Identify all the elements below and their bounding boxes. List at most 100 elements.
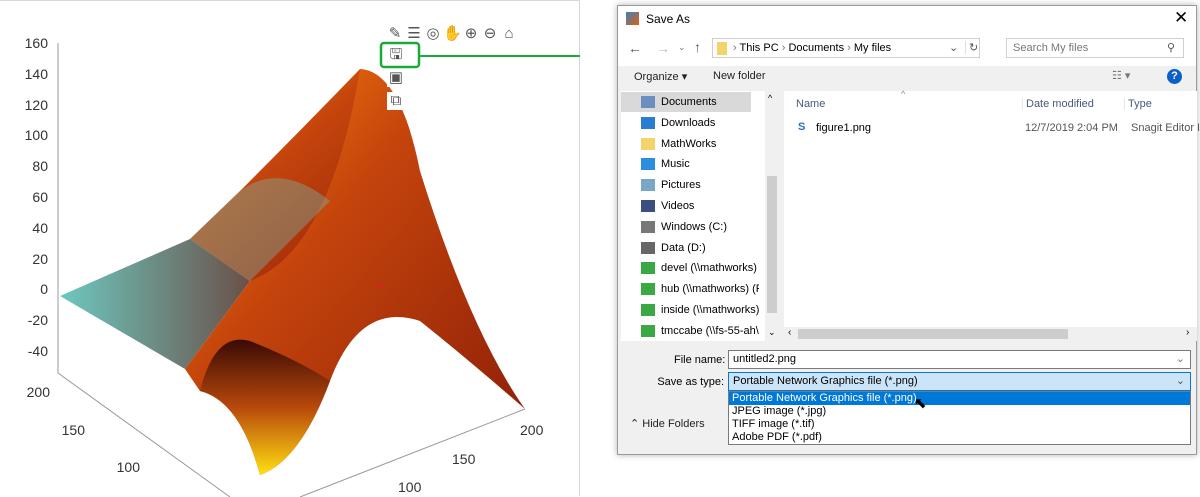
file-list: ^ Name Date modified Type S figure1.png …	[784, 89, 1200, 341]
horizontal-scrollbar[interactable]: ‹ ›	[784, 327, 1197, 341]
y-tick-label: 150	[61, 422, 85, 438]
surface-plot[interactable]	[0, 1, 580, 497]
videos-icon	[641, 200, 655, 213]
forward-icon[interactable]: →	[656, 40, 670, 56]
refresh-icon[interactable]: ↻	[965, 41, 978, 54]
scrollbar-thumb[interactable]	[767, 176, 777, 313]
legend-icon[interactable]: ☰	[407, 25, 421, 42]
file-type-option[interactable]: JPEG image (*.jpg)	[732, 405, 827, 417]
nav-item[interactable]: devel (\\mathworks) (	[621, 258, 759, 278]
nav-item[interactable]: Videos	[621, 196, 759, 216]
z-tick-label: 40	[32, 219, 48, 236]
home-icon[interactable]: ⌂	[504, 25, 514, 42]
help-icon[interactable]: ?	[1167, 69, 1182, 84]
breadcrumb-item[interactable]: My files	[853, 42, 892, 54]
column-type[interactable]: Type	[1124, 98, 1152, 110]
x-tick-label: 200	[520, 422, 544, 438]
documents-icon	[641, 96, 655, 109]
recent-dropdown-icon[interactable]: ⌄	[678, 42, 686, 52]
matlab-figure: 160 140 120 100 80 60 40 20 0 -20 -40 200 150 100 100 1…	[0, 0, 580, 497]
y-tick-label: 200	[26, 384, 50, 400]
file-type-option[interactable]: TIFF image (*.tif)	[732, 418, 815, 430]
file-row[interactable]: S figure1.png 12/7/2019 2:04 PM Snagit E…	[794, 119, 1200, 137]
file-name: figure1.png	[816, 122, 872, 134]
nav-item-label: Music	[661, 158, 690, 171]
nav-scrollbar[interactable]: ^ ⌄	[765, 91, 779, 341]
x-tick-label: 150	[452, 451, 476, 467]
breadcrumb: › This PC › Documents › My files	[733, 42, 892, 54]
nav-item[interactable]: MathWorks	[621, 134, 759, 154]
zoom-in-icon[interactable]: ⊕	[464, 25, 478, 42]
save-as-dialog: Save As ✕ ← → ⌄ ↑ › This PC › Documents …	[617, 5, 1200, 455]
column-name[interactable]: Name	[796, 98, 826, 110]
nav-item-label: Documents	[661, 96, 717, 108]
nav-item[interactable]: hub (\\mathworks) (F	[621, 279, 759, 299]
nav-item[interactable]: Downloads	[621, 113, 759, 133]
file-date: 12/7/2019 2:04 PM	[1025, 122, 1118, 134]
axes-lines	[57, 43, 526, 497]
x-tick-label: 100	[398, 479, 422, 495]
back-icon[interactable]: ←	[628, 40, 642, 56]
nav-item[interactable]: Data (D:)	[621, 238, 759, 258]
network-drive-icon	[641, 304, 655, 317]
z-tick-label: 20	[32, 250, 48, 267]
new-folder-button[interactable]: New folder	[713, 70, 766, 82]
nav-item[interactable]: Documents	[621, 92, 759, 112]
breadcrumb-item[interactable]: This PC	[739, 42, 779, 54]
up-icon[interactable]: ↑	[694, 39, 701, 55]
nav-item[interactable]: Music	[621, 154, 759, 174]
nav-item-label: devel (\\mathworks) (	[661, 262, 759, 275]
image-file-icon: S	[798, 121, 806, 133]
view-options-icon[interactable]: ☷ ▾	[1112, 70, 1131, 82]
matlab-icon	[626, 12, 639, 25]
sort-ascending-icon: ^	[901, 89, 906, 99]
file-type-dropdown: Portable Network Graphics file (*.png) JP…	[728, 391, 1191, 445]
z-tick-label: 160	[24, 35, 48, 51]
dialog-title: Save As	[646, 12, 691, 26]
address-bar[interactable]: › This PC › Documents › My files ⌄ ↻	[712, 38, 980, 58]
organize-button[interactable]: Organize ▾	[634, 71, 688, 83]
chevron-down-icon[interactable]: ⌄	[949, 42, 959, 54]
z-tick-label: 140	[24, 65, 48, 82]
surface-front-valley	[200, 339, 330, 475]
surface-flat-left	[60, 239, 250, 369]
navigation-pane: Documents Downloads MathWorks Music Pictures…	[621, 91, 779, 341]
z-tick-label: 100	[24, 127, 48, 144]
pan-icon[interactable]: ✋	[443, 25, 462, 42]
nav-item[interactable]: inside (\\mathworks)	[621, 300, 759, 320]
file-name-input[interactable]: untitled2.png ⌄	[728, 350, 1191, 369]
copy-vector-icon[interactable]: ⧉	[387, 92, 405, 110]
z-tick-label: 80	[32, 158, 48, 175]
column-date-modified[interactable]: Date modified	[1022, 98, 1094, 110]
nav-item[interactable]: tmccabe (\\fs-55-ah\	[621, 321, 759, 341]
nav-item-label: Videos	[661, 200, 695, 212]
network-drive-icon	[641, 283, 655, 296]
nav-item-label: Windows (C:)	[661, 220, 728, 233]
network-drive-icon	[641, 262, 655, 275]
nav-item-label: Downloads	[661, 116, 716, 129]
download-icon	[641, 116, 655, 129]
hide-folders-button[interactable]: ⌃ Hide Folders	[630, 418, 705, 430]
file-type-option[interactable]: Adobe PDF (*.pdf)	[732, 431, 822, 443]
nav-item-label: Data (D:)	[661, 241, 706, 254]
y-tick-label: 100	[116, 459, 140, 475]
save-icon[interactable]: 🖫	[387, 46, 405, 64]
nav-item[interactable]: Windows (C:)	[621, 217, 759, 237]
folder-icon	[717, 42, 727, 55]
copy-image-icon[interactable]: ▣	[387, 69, 405, 87]
nav-item-label: MathWorks	[661, 137, 717, 150]
folder-icon	[641, 137, 655, 150]
close-icon[interactable]: ✕	[1174, 8, 1189, 27]
file-type-option[interactable]: Portable Network Graphics file (*.png)	[729, 392, 1190, 405]
save-as-type-select[interactable]: Portable Network Graphics file (*.png) ⌄	[728, 372, 1191, 391]
nav-item[interactable]: Pictures	[621, 175, 759, 195]
breadcrumb-item[interactable]: Documents	[788, 42, 845, 54]
search-icon: ⚲	[1167, 42, 1176, 54]
search-input[interactable]: Search My files ⚲	[1006, 38, 1184, 58]
brush-icon[interactable]: ✎	[388, 25, 402, 42]
data-point-marker	[378, 284, 382, 288]
z-tick-label: 60	[32, 189, 48, 205]
zoom-out-icon[interactable]: ⊖	[483, 25, 497, 42]
title-bar: Save As ✕	[618, 6, 1196, 32]
rotate-3d-icon[interactable]: ◎	[426, 25, 440, 42]
